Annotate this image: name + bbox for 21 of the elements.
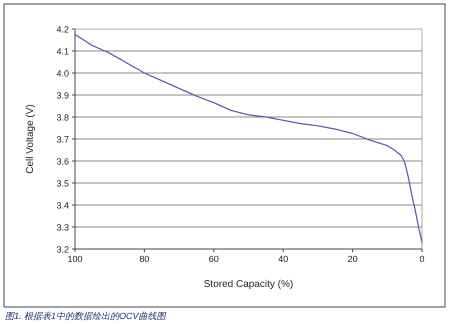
- caption: 图1. 根据表1中的数据绘出的OCV曲线图: [5, 311, 167, 321]
- y-tick-label: 3.2: [56, 244, 69, 254]
- y-tick-label: 4.0: [56, 68, 69, 78]
- y-tick-label: 3.5: [56, 178, 69, 188]
- y-tick-label: 3.8: [56, 112, 69, 122]
- x-tick-label: 60: [208, 254, 219, 264]
- y-tick-label: 4.2: [56, 24, 69, 34]
- y-tick-label: 3.6: [56, 156, 69, 166]
- x-tick-label: 40: [278, 254, 288, 264]
- y-tick-label: 3.7: [56, 134, 69, 144]
- y-tick-label: 4.1: [56, 46, 69, 56]
- y-tick-label: 3.3: [56, 222, 69, 232]
- y-tick-label: 3.9: [56, 90, 69, 100]
- x-tick-label: 80: [139, 254, 150, 264]
- x-tick-label: 0: [419, 254, 425, 264]
- x-axis-title: Stored Capacity (%): [204, 279, 294, 290]
- x-tick-label: 100: [67, 254, 83, 264]
- line-series: [74, 34, 423, 243]
- y-axis-title: Cell Voltage (V): [25, 104, 36, 174]
- y-tick-label: 3.4: [56, 200, 69, 210]
- x-tick-label: 20: [348, 254, 358, 264]
